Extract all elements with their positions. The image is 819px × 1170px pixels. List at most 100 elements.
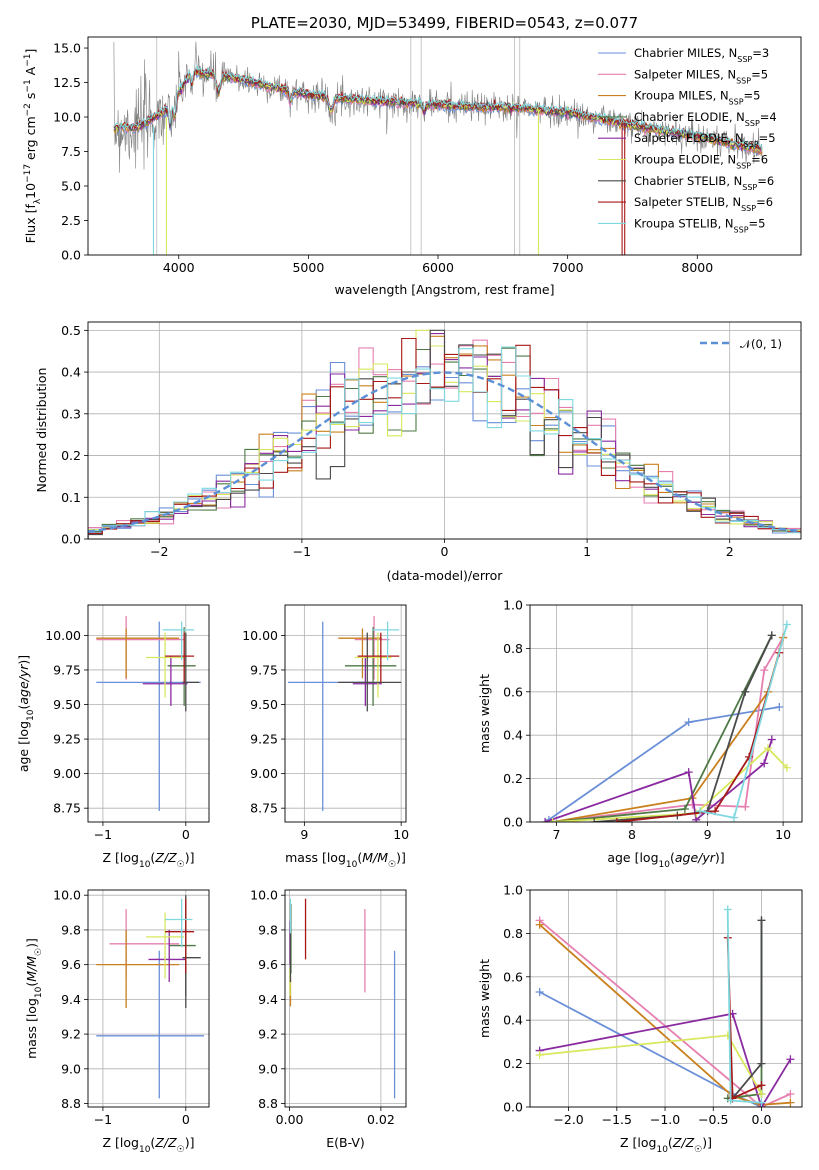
x-tick-label: 1 (583, 544, 591, 559)
weight-marker-chabrier-stelib (741, 687, 750, 696)
label-part: ( (150, 1135, 155, 1150)
x-tick-label: −1.5 (602, 1112, 632, 1127)
y-tick-label: 8.75 (250, 801, 278, 816)
weight-line-kroupa-miles (552, 637, 784, 822)
y-tick-label: 1.0 (503, 598, 523, 613)
axes-frame (87, 889, 210, 1108)
histogram-x-label: (data-model)/error (387, 568, 504, 583)
y-tick-label: 9.50 (250, 697, 278, 712)
age-vs-metallicity-panel-y-label: age [log10(age/yr)] (16, 655, 36, 772)
weight-marker-kroupa-stelib (782, 620, 791, 629)
legend-text: Kroupa ELODIE, N (634, 153, 736, 167)
label-part: Z [log (103, 850, 139, 865)
y-tick-label: 0.6 (503, 684, 523, 699)
legend-text: Salpeter STELIB, N (634, 195, 741, 209)
weight-line-kroupa-miles (539, 924, 791, 1106)
label-part: −17 (23, 164, 33, 183)
weight-marker-salpeter-miles (760, 666, 769, 675)
mass-vs-metallicity-panel-x-label: Z [log10(Z/Z☉)] (103, 1135, 195, 1155)
legend-tail: =5 (759, 131, 776, 145)
label-part: )] (24, 938, 39, 948)
legend-label-chabrier-elodie: Chabrier ELODIE, NSSP=4 (634, 110, 777, 128)
age-vs-mass-panel-x-label: mass [log10(M/M☉)] (285, 850, 406, 870)
axes-frame (87, 36, 802, 256)
weight-line-chabrier-stelib (594, 635, 773, 822)
weight-marker-chabrier-stelib (757, 1059, 766, 1068)
residual-histogram-panel-plot (88, 329, 801, 539)
mass-weight-vs-metallicity-panel: −2.0 −1.5 −1.0 −0.5 0.0 0.0 0.2 0.4 0.6 0.8 1.0 Z [… (477, 883, 803, 1155)
y-tick-label: 2.5 (61, 213, 81, 228)
y-tick-label: 9.00 (250, 766, 278, 781)
label-part: ( (150, 850, 155, 865)
spectrum-panel-plot (113, 37, 763, 255)
label-part: ☉ (388, 860, 396, 870)
y-tick-label: 9.75 (53, 662, 81, 677)
y-tick-label: 0.4 (503, 1013, 523, 1028)
x-tick-label: 5000 (292, 260, 324, 275)
legend-sub: SSP (729, 97, 744, 106)
weight-marker-salpeter-stelib (612, 818, 621, 822)
y-tick-label: 15.0 (53, 41, 81, 56)
x-tick-label: 2 (726, 544, 734, 559)
y-tick-label: 12.5 (53, 75, 81, 90)
weight-marker-chabrier-stelib (590, 818, 599, 822)
weight-marker-chabrier-stelib (757, 916, 766, 925)
legend-label-chabrier-miles: Chabrier MILES, NSSP=3 (634, 46, 769, 64)
label-part: )] (185, 850, 195, 865)
y-tick-label: 0.8 (503, 641, 523, 656)
label-part: 10 (139, 860, 151, 870)
age-vs-metallicity-panel-x-label: Z [log10(Z/Z☉)] (103, 850, 195, 870)
weight-line-chabrier-stelib (731, 920, 763, 1099)
x-tick-label: 0 (182, 1112, 190, 1127)
label-part: )] (715, 850, 725, 865)
label-part: s (23, 93, 38, 104)
mass-weight-vs-metallicity-panel-y-label: mass weight (477, 959, 492, 1038)
x-tick-label: 0 (441, 544, 449, 559)
label-part: E(B-V) (326, 1135, 365, 1150)
label-part: ] (23, 49, 38, 54)
label-part: Z/Z (154, 1135, 177, 1150)
age-vs-mass-panel-plot (287, 616, 402, 811)
label-part: )] (396, 850, 406, 865)
legend-label-salpeter-stelib: Salpeter STELIB, NSSP=6 (634, 195, 773, 213)
x-tick-label: 0 (182, 827, 190, 842)
y-tick-label: 10.0 (53, 110, 81, 125)
mass-weight-vs-age-panel-x-label: age [log10(age/yr)] (607, 850, 724, 870)
weight-marker-kroupa-stelib (726, 1096, 735, 1105)
weight-line-kroupa-stelib (726, 909, 762, 1104)
label-part: 10 (656, 1145, 668, 1155)
legend-text: Chabrier STELIB, N (634, 174, 742, 188)
weight-marker-chabrier-miles (775, 702, 784, 711)
x-tick-label: −1.0 (650, 1112, 680, 1127)
label-part: λ (33, 198, 43, 204)
x-tick-label: −1 (94, 1112, 112, 1127)
label-part: ☉ (34, 948, 44, 956)
label-part: (data-model)/error (387, 568, 504, 583)
label-part: M/M (362, 850, 388, 865)
weight-marker-salpeter-elodie (684, 768, 693, 777)
y-tick-label: 8.8 (61, 1096, 81, 1111)
weight-marker-chabrier-miles (684, 718, 693, 727)
y-tick-label: 9.0 (258, 1061, 278, 1076)
legend-text: Salpeter MILES, N (634, 67, 736, 81)
x-tick-label: −2.0 (553, 1112, 583, 1127)
observed-spectrum (113, 41, 763, 173)
x-tick-label: 9 (300, 827, 308, 842)
label-part: age/yr (16, 664, 31, 705)
label-part: mass [log (24, 998, 39, 1059)
y-tick-label: 0.8 (503, 926, 523, 941)
y-tick-label: 10.00 (45, 628, 81, 643)
legend-sub: SSP (737, 55, 752, 64)
x-tick-label: 10 (775, 827, 791, 842)
weight-marker-kroupa-stelib (696, 807, 704, 816)
label-part: )] (185, 1135, 195, 1150)
weight-line-salpeter-miles (539, 919, 791, 1107)
legend-label-chabrier-stelib: Chabrier STELIB, NSSP=6 (634, 174, 774, 192)
y-tick-label: 9.4 (258, 992, 278, 1007)
label-part: ( (670, 850, 675, 865)
label-part: −1 (23, 79, 33, 92)
label-part: 10 (34, 986, 44, 998)
y-tick-label: 8.75 (53, 801, 81, 816)
